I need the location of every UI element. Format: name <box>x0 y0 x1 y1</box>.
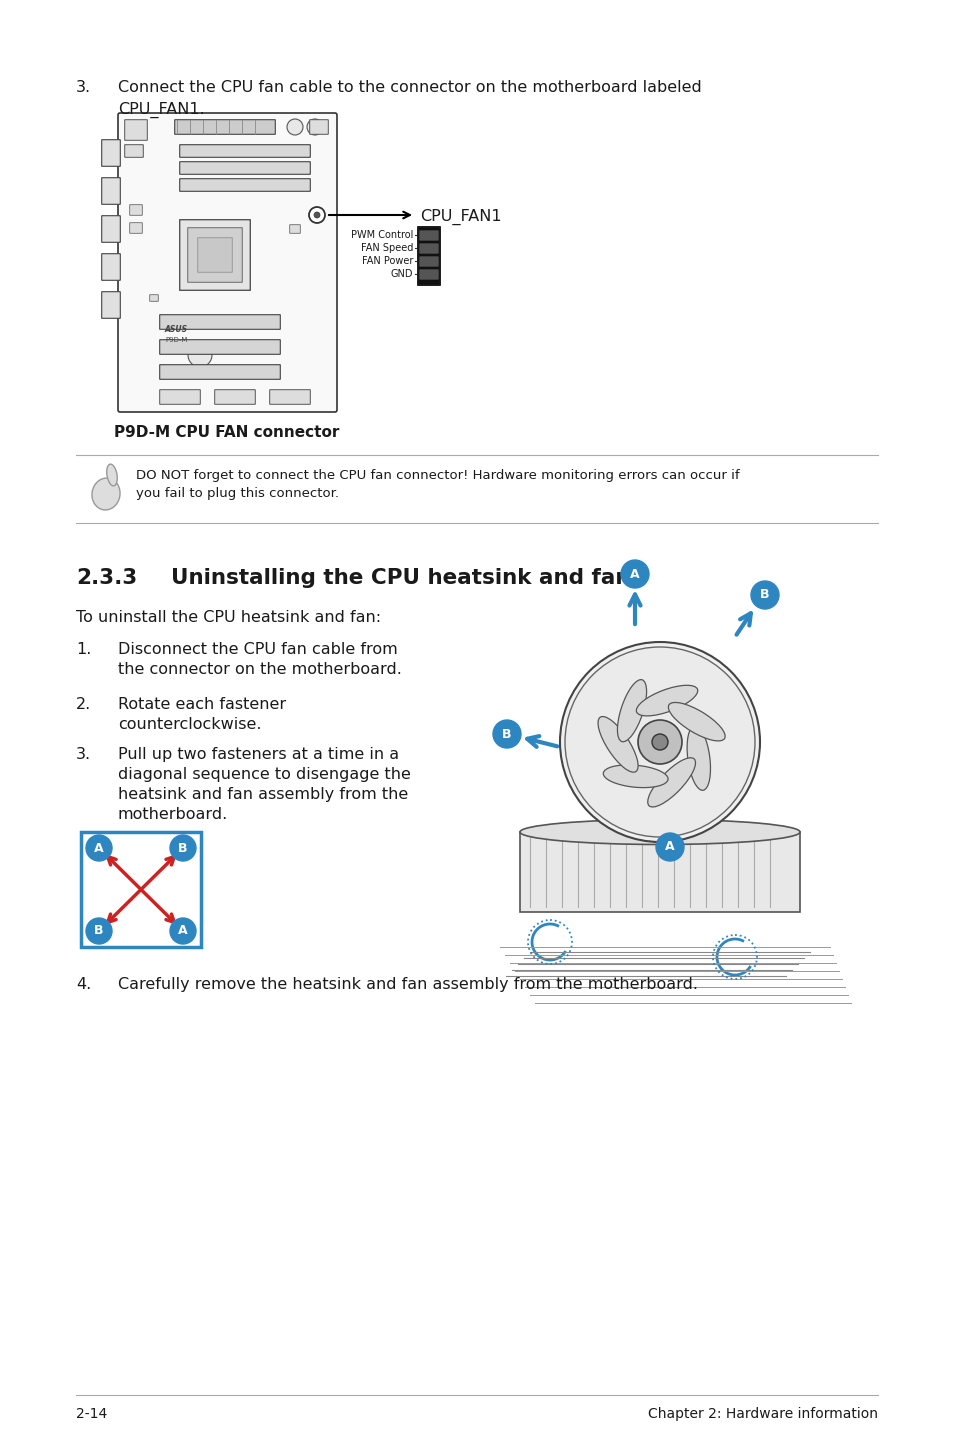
FancyBboxPatch shape <box>419 230 437 240</box>
FancyBboxPatch shape <box>417 227 440 285</box>
Text: Pull up two fasteners at a time in a: Pull up two fasteners at a time in a <box>118 746 398 762</box>
FancyBboxPatch shape <box>214 390 255 404</box>
FancyBboxPatch shape <box>179 178 310 191</box>
Ellipse shape <box>617 680 646 742</box>
Text: Chapter 2: Hardware information: Chapter 2: Hardware information <box>647 1406 877 1421</box>
FancyBboxPatch shape <box>419 257 437 266</box>
Text: DO NOT forget to connect the CPU fan connector! Hardware monitoring errors can o: DO NOT forget to connect the CPU fan con… <box>136 469 739 482</box>
FancyBboxPatch shape <box>179 220 250 290</box>
FancyBboxPatch shape <box>102 253 120 280</box>
FancyBboxPatch shape <box>188 227 242 282</box>
FancyBboxPatch shape <box>125 119 147 141</box>
Text: 2.3.3: 2.3.3 <box>76 568 137 588</box>
FancyBboxPatch shape <box>197 237 233 272</box>
Text: CPU_FAN1: CPU_FAN1 <box>419 209 501 226</box>
Text: A: A <box>664 840 674 854</box>
Circle shape <box>564 647 754 837</box>
FancyBboxPatch shape <box>102 216 120 242</box>
Text: 3.: 3. <box>76 81 91 95</box>
FancyBboxPatch shape <box>102 178 120 204</box>
FancyBboxPatch shape <box>519 833 800 912</box>
FancyBboxPatch shape <box>174 119 275 134</box>
FancyBboxPatch shape <box>150 295 158 302</box>
Text: heatsink and fan assembly from the: heatsink and fan assembly from the <box>118 787 408 802</box>
Text: PWM Control: PWM Control <box>351 230 413 240</box>
Ellipse shape <box>647 758 695 807</box>
Circle shape <box>651 733 667 751</box>
FancyBboxPatch shape <box>159 390 200 404</box>
FancyBboxPatch shape <box>310 119 328 134</box>
Ellipse shape <box>636 686 697 716</box>
Text: Carefully remove the heatsink and fan assembly from the motherboard.: Carefully remove the heatsink and fan as… <box>118 976 698 992</box>
Ellipse shape <box>519 820 800 844</box>
Text: A: A <box>630 568 639 581</box>
Text: Connect the CPU fan cable to the connector on the motherboard labeled: Connect the CPU fan cable to the connect… <box>118 81 701 95</box>
Text: B: B <box>501 728 511 741</box>
Circle shape <box>493 720 520 748</box>
Circle shape <box>307 119 323 135</box>
FancyBboxPatch shape <box>118 114 336 413</box>
Circle shape <box>86 917 112 943</box>
FancyBboxPatch shape <box>270 390 310 404</box>
Text: ASUS: ASUS <box>165 325 188 334</box>
Ellipse shape <box>686 726 710 791</box>
Text: B: B <box>94 925 104 938</box>
Text: you fail to plug this connector.: you fail to plug this connector. <box>136 487 338 500</box>
Circle shape <box>188 344 212 367</box>
Text: Rotate each fastener: Rotate each fastener <box>118 697 286 712</box>
FancyBboxPatch shape <box>419 270 437 279</box>
Text: motherboard.: motherboard. <box>118 807 228 823</box>
FancyBboxPatch shape <box>179 161 310 174</box>
Text: the connector on the motherboard.: the connector on the motherboard. <box>118 661 401 677</box>
Circle shape <box>314 211 319 219</box>
Ellipse shape <box>668 702 724 741</box>
Text: FAN Power: FAN Power <box>361 256 413 266</box>
Circle shape <box>86 835 112 861</box>
FancyBboxPatch shape <box>130 223 142 233</box>
Ellipse shape <box>602 765 667 788</box>
Text: 2.: 2. <box>76 697 91 712</box>
FancyBboxPatch shape <box>159 365 280 380</box>
Text: Disconnect the CPU fan cable from: Disconnect the CPU fan cable from <box>118 641 397 657</box>
Text: P9D-M: P9D-M <box>165 336 187 344</box>
Circle shape <box>750 581 779 610</box>
Text: CPU_FAN1.: CPU_FAN1. <box>118 102 205 118</box>
Text: 3.: 3. <box>76 746 91 762</box>
Text: diagonal sequence to disengage the: diagonal sequence to disengage the <box>118 766 411 782</box>
FancyBboxPatch shape <box>125 145 143 157</box>
FancyBboxPatch shape <box>159 339 280 354</box>
Text: FAN Speed: FAN Speed <box>360 243 413 253</box>
FancyBboxPatch shape <box>102 292 120 318</box>
Circle shape <box>638 720 681 764</box>
Text: counterclockwise.: counterclockwise. <box>118 718 261 732</box>
Text: Uninstalling the CPU heatsink and fan: Uninstalling the CPU heatsink and fan <box>171 568 630 588</box>
Ellipse shape <box>107 464 117 486</box>
Circle shape <box>309 207 325 223</box>
FancyBboxPatch shape <box>130 204 142 216</box>
Circle shape <box>170 917 195 943</box>
Text: B: B <box>178 841 188 854</box>
Text: A: A <box>178 925 188 938</box>
Circle shape <box>287 119 303 135</box>
Text: B: B <box>760 588 769 601</box>
Text: 1.: 1. <box>76 641 91 657</box>
Text: 2-14: 2-14 <box>76 1406 107 1421</box>
Circle shape <box>170 835 195 861</box>
Ellipse shape <box>91 477 120 510</box>
FancyBboxPatch shape <box>159 315 280 329</box>
FancyBboxPatch shape <box>81 833 201 948</box>
FancyBboxPatch shape <box>102 139 120 167</box>
Text: GND: GND <box>390 269 413 279</box>
FancyBboxPatch shape <box>290 224 300 233</box>
Circle shape <box>620 559 648 588</box>
Text: 4.: 4. <box>76 976 91 992</box>
Circle shape <box>656 833 683 861</box>
FancyBboxPatch shape <box>179 145 310 157</box>
Text: A: A <box>94 841 104 854</box>
Ellipse shape <box>598 716 638 772</box>
Circle shape <box>559 641 760 843</box>
Text: P9D-M CPU FAN connector: P9D-M CPU FAN connector <box>114 426 339 440</box>
FancyBboxPatch shape <box>419 243 437 253</box>
Text: To uninstall the CPU heatsink and fan:: To uninstall the CPU heatsink and fan: <box>76 610 381 626</box>
